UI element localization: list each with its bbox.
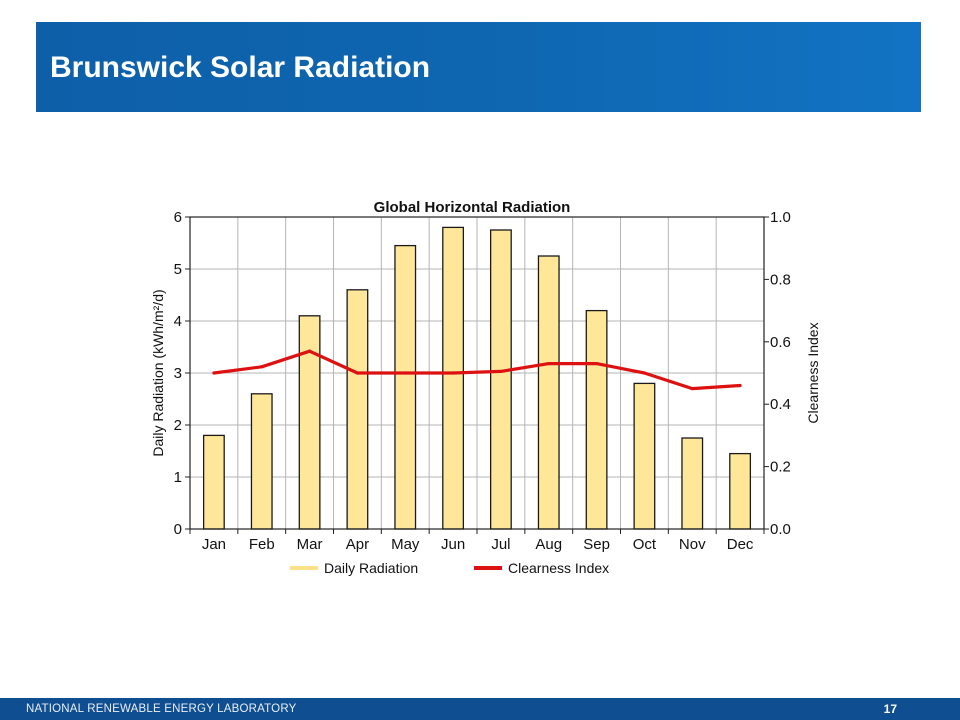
y-tick-label: 1 (174, 469, 182, 486)
bar-apr (346, 289, 369, 530)
legend-label-clearness-index: Clearness Index (508, 560, 609, 576)
x-tick-label-jan: Jan (202, 536, 226, 553)
legend-label-daily-radiation: Daily Radiation (324, 560, 418, 576)
x-tick-label-apr: Apr (346, 536, 369, 553)
right-axis-ticks: 0.0 0.2 0.4 0.6 0.8 1.0 (764, 209, 791, 538)
bar-mar (298, 315, 321, 530)
clearness-point-apr (355, 371, 360, 375)
bar-dec (729, 452, 752, 530)
legend: Daily Radiation Clearness Index (290, 560, 609, 576)
line-series (212, 349, 742, 391)
x-tick-label-sep: Sep (583, 536, 610, 553)
bar-may (394, 244, 417, 530)
footer-organization: NATIONAL RENEWABLE ENERGY LABORATORY (26, 703, 297, 715)
slide-title: Brunswick Solar Radiation (50, 51, 431, 84)
clearness-point-nov (690, 387, 694, 391)
y2-tick-label: 0.6 (770, 334, 791, 351)
clearness-point-dec (738, 383, 742, 388)
bar-jul (489, 229, 512, 530)
x-tick-label-mar: Mar (297, 536, 323, 553)
footer-bar: NATIONAL RENEWABLE ENERGY LABORATORY 17 (0, 698, 960, 720)
x-tick-label-feb: Feb (249, 536, 275, 553)
clearness-point-aug (547, 362, 551, 366)
y2-tick-label: 0.8 (770, 271, 791, 288)
title-bar: Brunswick Solar Radiation (36, 22, 921, 112)
clearness-point-jan (212, 371, 216, 375)
x-tick-label-jun: Jun (441, 536, 465, 553)
chart-container: 0 1 2 3 4 5 6 0.0 0.2 0.4 0.6 0.8 1.0 Jan Feb Mar Apr M… (140, 185, 821, 585)
bar-nov (681, 437, 704, 530)
clearness-index-line (213, 349, 741, 391)
bar-series (202, 226, 752, 530)
bar-jun (442, 226, 465, 530)
bar-sep (585, 309, 608, 530)
y-tick-label: 4 (174, 313, 182, 330)
clearness-point-jun (451, 371, 455, 375)
clearness-point-oct (642, 371, 647, 375)
y-tick-label: 5 (174, 261, 182, 278)
chart-title: Global Horizontal Radiation (374, 199, 571, 216)
clearness-point-jul (499, 369, 503, 374)
clearness-point-feb (260, 365, 264, 369)
y2-tick-label: 0.0 (770, 521, 791, 538)
x-tick-label-nov: Nov (679, 536, 706, 553)
y-axis-label: Daily Radiation (kWh/m²/d) (150, 289, 166, 456)
x-tick-label-may: May (391, 536, 420, 553)
bar-jan (202, 434, 225, 530)
x-axis-ticks: Jan Feb Mar Apr May Jun Jul Aug Sep Oct Nov Dec (189, 529, 765, 553)
y2-tick-label: 0.4 (770, 396, 791, 413)
bar-aug (537, 255, 560, 530)
bar-oct (633, 382, 656, 530)
y-tick-label: 0 (174, 521, 182, 538)
clearness-point-may (403, 371, 407, 375)
y-tick-label: 2 (174, 417, 182, 434)
page-number: 17 (883, 702, 897, 716)
y2-axis-label: Clearness Index (805, 322, 820, 423)
y2-tick-label: 0.2 (770, 459, 791, 476)
y-tick-label: 6 (174, 209, 182, 226)
radiation-chart: 0 1 2 3 4 5 6 0.0 0.2 0.4 0.6 0.8 1.0 Jan Feb Mar Apr M… (150, 199, 821, 576)
left-axis-ticks: 0 1 2 3 4 5 6 (174, 209, 190, 538)
x-tick-label-jul: Jul (491, 536, 510, 553)
x-tick-label-aug: Aug (535, 536, 562, 553)
clearness-point-sep (594, 362, 599, 366)
y-tick-label: 3 (174, 365, 182, 382)
x-tick-label-oct: Oct (633, 536, 657, 553)
x-tick-label-dec: Dec (727, 536, 754, 553)
y2-tick-label: 1.0 (770, 209, 791, 226)
bar-feb (250, 393, 273, 530)
clearness-point-mar (307, 349, 312, 353)
